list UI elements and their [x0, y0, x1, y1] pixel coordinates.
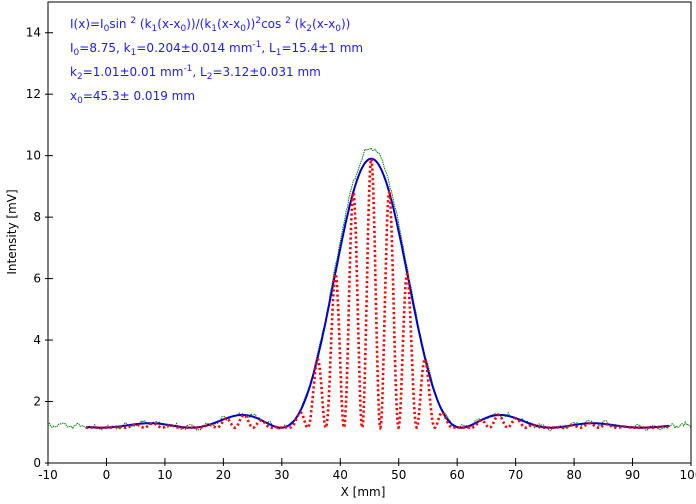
x-tick-label: 0 — [103, 468, 111, 482]
x-axis-label: X [mm] — [341, 485, 386, 499]
y-tick-label: 10 — [26, 149, 41, 163]
y-tick-label: 2 — [33, 395, 41, 409]
annotation-params-2: k2=1.01±0.01 mm-1, L2=3.12±0.031 mm — [70, 64, 321, 82]
x-tick-label: 40 — [333, 468, 348, 482]
x-tick-label: 30 — [274, 468, 289, 482]
y-tick-label: 6 — [33, 272, 41, 286]
y-tick-label: 14 — [26, 26, 41, 40]
annotation-params-1: I0=8.75, k1=0.204±0.014 mm-1, L1=15.4±1 … — [70, 40, 363, 58]
x-tick-label: 70 — [508, 468, 523, 482]
y-tick-label: 4 — [33, 333, 41, 347]
y-tick-label: 8 — [33, 210, 41, 224]
x-tick-label: 100 — [680, 468, 696, 482]
x-tick-label: 90 — [625, 468, 640, 482]
plot-area — [47, 1, 692, 464]
series-layer — [47, 147, 692, 432]
x-tick-label: 60 — [450, 468, 465, 482]
x-tick-label: -10 — [38, 468, 58, 482]
annotations: I(x)=I0sin 2 (k1(x-x0))/(k1(x-x0))2cos 2… — [70, 16, 363, 106]
annotation-params-3: x0=45.3± 0.019 mm — [70, 89, 195, 106]
x-tick-label: 50 — [391, 468, 406, 482]
x-tick-label: 10 — [157, 468, 172, 482]
x-tick-label: 80 — [566, 468, 581, 482]
y-axis-label: Intensity [mV] — [5, 189, 19, 274]
axes: -10010203040506070809010002468101214 — [26, 26, 696, 482]
y-tick-label: 0 — [33, 456, 41, 470]
annotation-formula: I(x)=I0sin 2 (k1(x-x0))/(k1(x-x0))2cos 2… — [70, 16, 350, 34]
series-fit-dots — [85, 154, 671, 431]
x-tick-label: 20 — [216, 468, 231, 482]
y-tick-label: 12 — [26, 87, 41, 101]
